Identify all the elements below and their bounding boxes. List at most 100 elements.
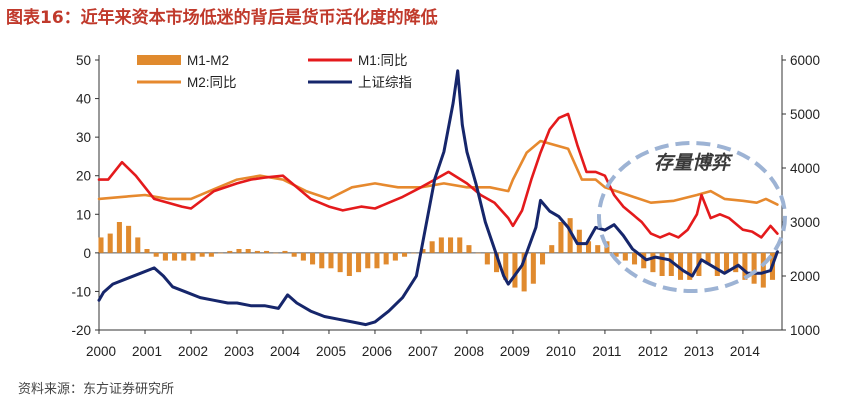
m1-m2-bar [576, 229, 582, 253]
x-tick-label: 2013 [684, 344, 714, 359]
x-tick-label: 2003 [224, 344, 254, 359]
chart-title: 图表16：近年来资本市场低迷的背后是货币活化度的降低 [6, 8, 438, 28]
x-tick-label: 2002 [178, 344, 208, 359]
x-tick-label: 2004 [270, 344, 301, 359]
left-tick-label: 50 [76, 53, 91, 68]
m1-m2-bar [291, 252, 297, 257]
m1-m2-bar [264, 250, 270, 253]
x-tick-label: 2014 [730, 344, 761, 359]
x-tick-label: 2007 [408, 344, 438, 359]
left-tick-label: -10 [71, 284, 91, 299]
legend-label: M2:同比 [187, 75, 237, 90]
m1-m2-bar [521, 252, 527, 292]
stock-game-ellipse [597, 141, 787, 293]
m1-m2-bar [503, 252, 509, 280]
m1-m2-bars [98, 218, 776, 292]
m1-m2-bar [585, 241, 592, 253]
m1-m2-bar [208, 252, 214, 257]
m1-m2-bar [319, 252, 325, 269]
right-tick-label: 4000 [790, 161, 820, 176]
left-tick-label: -20 [71, 323, 91, 338]
m1-m2-bar [328, 252, 334, 269]
m1-m2-bar [365, 252, 371, 269]
m1-m2-bar [540, 252, 546, 265]
m1-m2-bar [310, 252, 316, 265]
m2-yoy-line [97, 139, 779, 206]
m1-m2-bar [475, 252, 481, 254]
plot-frame [98, 55, 783, 331]
m1-m2-bar [687, 252, 693, 280]
m1-m2-bar [356, 252, 362, 273]
m1-m2-bar [300, 252, 306, 261]
x-tick-label: 2010 [546, 344, 576, 359]
m1-m2-bar [411, 252, 417, 254]
x-tick-label: 2011 [592, 344, 621, 359]
m1-m2-bar [218, 252, 224, 254]
m1-m2-bar [162, 252, 168, 261]
stock-game-annotation: 存量博弈 [597, 141, 787, 293]
m1-m2-bar [153, 252, 159, 257]
right-tick-label: 1000 [790, 323, 820, 338]
x-tick-label: 2005 [316, 344, 346, 359]
m1-m2-bar [641, 252, 647, 269]
m1-m2-bar [172, 252, 178, 261]
left-tick-label: 0 [83, 246, 91, 261]
m1-m2-bar [484, 252, 490, 265]
m1-m2-bar [659, 252, 665, 276]
m1-m2-bar [613, 252, 619, 257]
m1-m2-bar [282, 250, 288, 253]
m1-m2-bar [126, 225, 132, 253]
m1-m2-bar [558, 222, 564, 253]
m1-m2-bar [254, 250, 260, 253]
m1-m2-bar [392, 252, 398, 261]
m1-m2-bar [631, 252, 638, 265]
m1-m2-bar [530, 252, 536, 284]
m1-m2-bar [733, 252, 739, 273]
right-tick-label: 2000 [790, 269, 820, 284]
m1-m2-bar [383, 252, 389, 265]
m1-m2-bar [549, 245, 555, 253]
m1-m2-bar [512, 252, 518, 288]
m1-m2-bar [273, 252, 279, 254]
series-lines [97, 69, 779, 327]
m1-m2-bar [466, 245, 472, 253]
x-tick-label: 2006 [362, 344, 392, 359]
left-tick-label: 20 [76, 169, 91, 184]
source-note: 资料来源：东方证券研究所 [18, 382, 175, 397]
m1-m2-bar [723, 252, 730, 273]
m1-yoy-line [97, 112, 779, 239]
m1-m2-bar [622, 252, 628, 261]
shanghai-index-line [97, 69, 779, 327]
m1-m2-bar [181, 252, 187, 261]
m1-m2-bar [457, 237, 463, 253]
m1-m2-bar [567, 218, 573, 253]
m1-m2-bar [402, 252, 408, 257]
m1-m2-bar [107, 233, 113, 253]
x-tick-label: 2008 [454, 344, 484, 359]
m1-m2-bar [199, 252, 205, 257]
m1-m2-bar [236, 249, 242, 253]
m1-m2-bar [668, 252, 674, 276]
m1-m2-bar [705, 252, 711, 265]
m1-m2-bar [595, 245, 601, 253]
m1-m2-bar [438, 237, 444, 253]
legend-swatch-bar [137, 55, 181, 65]
x-tick-label: 2000 [86, 344, 116, 359]
m1-m2-bar [245, 249, 251, 253]
right-tick-label: 6000 [790, 53, 820, 68]
m1-m2-bar [374, 252, 380, 269]
m1-m2-bar [650, 252, 656, 273]
m1-m2-bar [494, 252, 500, 273]
m1-m2-bar [742, 252, 748, 280]
legend: M1-M2 M1:同比 M2:同比 上证综指 [137, 53, 412, 90]
m1-m2-bar [751, 252, 757, 284]
legend-label: 上证综指 [358, 75, 412, 90]
m1-m2-bar [760, 252, 766, 288]
m1-m2-bar [116, 222, 122, 253]
m1-m2-bar [714, 252, 720, 276]
right-tick-label: 5000 [790, 107, 820, 122]
x-tick-label: 2009 [500, 344, 530, 359]
legend-label: M1-M2 [187, 53, 229, 68]
right-tick-label: 3000 [790, 215, 820, 230]
m1-m2-bar [190, 252, 196, 261]
